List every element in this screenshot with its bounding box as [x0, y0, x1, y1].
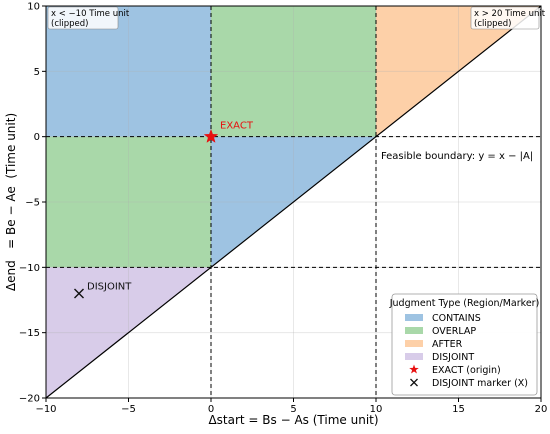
x-tick-label: 5: [290, 404, 296, 415]
legend-label: DISJOINT: [432, 352, 474, 363]
region-overlap: [46, 136, 211, 268]
corner-notes-layer: x < −10 Time unit(clipped)x > 20 Time un…: [47, 6, 546, 30]
legend-box: [391, 293, 538, 396]
corner-note-box: [47, 6, 119, 30]
boundary-layer: Feasible boundary: y = x − |A|: [45, 5, 542, 399]
legend-item-overlap: OVERLAP: [405, 326, 476, 337]
legend-item-contains: CONTAINS: [405, 313, 481, 324]
dashed-lines-layer: [46, 6, 541, 398]
legend-item-disjoint-marker-x: DISJOINT marker (X): [410, 378, 528, 389]
legend-swatch: [405, 314, 423, 321]
marker-disjoint-label: DISJOINT: [87, 281, 132, 292]
legend-swatch: [405, 327, 423, 334]
x-tick-label: −5: [121, 404, 136, 415]
legend-item-after: AFTER: [405, 339, 463, 350]
y-tick-label: 5: [34, 67, 40, 78]
y-tick-label: −5: [25, 198, 40, 209]
legend-swatch: [405, 353, 423, 360]
corner-note-text: (clipped): [474, 19, 511, 29]
marker-exact-label: EXACT: [220, 121, 254, 132]
legend-label: OVERLAP: [432, 326, 476, 337]
x-stroke: [74, 288, 84, 299]
markers-layer: EXACT DISJOINT: [74, 121, 254, 299]
legend-x-icon: [410, 378, 418, 387]
corner-note-box: [470, 6, 540, 30]
x-tick-label: 0: [208, 404, 214, 415]
corner-note-text: x > 20 Time unit: [474, 9, 546, 19]
ticks-layer: −10 −5 0 5 10 15 20 −20 −15 −10 −5 0 5 10: [19, 2, 547, 416]
y-tick-label: 0: [34, 132, 40, 143]
legend-title: Judgment Type (Region/Marker): [389, 298, 540, 309]
x-stroke: [410, 378, 418, 387]
corner-note-text: (clipped): [51, 19, 88, 29]
y-axis-label: Δend = Be − Ae (Time unit): [4, 113, 18, 291]
feasible-boundary-line: [45, 5, 542, 399]
legend-swatch: [405, 340, 423, 347]
y-tick-label: −10: [19, 263, 40, 274]
legend: Judgment Type (Region/Marker) CONTAINS OVE…: [389, 293, 540, 396]
y-tick-label: −20: [19, 394, 40, 405]
corner-note-left: x < −10 Time unit(clipped): [47, 6, 130, 30]
x-axis-label: Δstart = Bs − As (Time unit): [208, 413, 378, 427]
legend-label: EXACT (origin): [432, 365, 501, 376]
legend-item-disjoint: DISJOINT: [405, 352, 474, 363]
x-tick-label: 20: [535, 404, 548, 415]
x-tick-label: 15: [452, 404, 465, 415]
feasible-boundary-label: Feasible boundary: y = x − |A|: [381, 151, 533, 162]
legend-star-icon: [409, 364, 419, 374]
x-tick-label: −10: [35, 404, 56, 415]
legend-label: CONTAINS: [432, 313, 481, 324]
y-tick-label: 10: [27, 2, 40, 13]
region-contains: [46, 6, 211, 137]
region-overlap: [211, 6, 376, 137]
legend-label: AFTER: [432, 339, 463, 350]
x-tick-label: 10: [370, 404, 383, 415]
marker-exact-star: [203, 128, 219, 143]
corner-note-right: x > 20 Time unit(clipped): [470, 6, 546, 30]
marker-disjoint-x: [74, 288, 84, 299]
legend-item-exact-origin: EXACT (origin): [409, 364, 501, 376]
legend-label: DISJOINT marker (X): [432, 378, 528, 389]
corner-note-text: x < −10 Time unit: [51, 9, 130, 19]
y-tick-label: −15: [19, 328, 40, 339]
